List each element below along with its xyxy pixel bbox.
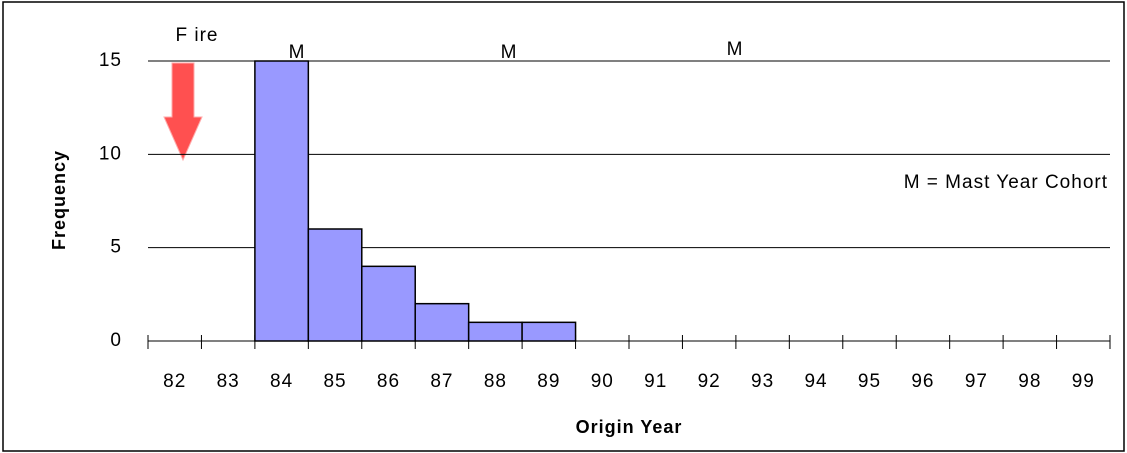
x-tick-label: 90: [591, 371, 614, 392]
x-tick-label: 83: [217, 371, 240, 392]
bar: [414, 302, 470, 342]
x-tick-label: 88: [484, 371, 507, 392]
x-tick-label: 82: [163, 371, 186, 392]
bar: [467, 321, 523, 342]
bar: [361, 265, 416, 342]
x-axis-title: Origin Year: [576, 417, 683, 437]
fire-arrow: [163, 62, 203, 162]
x-tick-label: 95: [858, 371, 881, 392]
x-tick-label: 89: [537, 371, 560, 392]
annotation: M: [501, 42, 518, 63]
y-tick-label: 15: [99, 50, 122, 71]
annotation: M: [727, 39, 744, 60]
y-axis-title: Frequency: [49, 150, 69, 250]
y-tick-label: 10: [99, 143, 122, 164]
bar: [307, 228, 363, 342]
x-tick-label: 91: [644, 371, 667, 392]
annotation: M = Mast Year Cohort: [904, 172, 1108, 193]
x-tick-label: 85: [323, 371, 346, 392]
x-tick-label: 98: [1018, 371, 1041, 392]
annotation: M: [289, 42, 306, 63]
y-tick-label: 0: [110, 330, 122, 351]
x-tick-label: 99: [1072, 371, 1095, 392]
y-tick-label: 5: [110, 237, 122, 258]
annotation: F ire: [176, 25, 219, 46]
x-tick-label: 96: [911, 371, 934, 392]
bar: [521, 321, 577, 342]
x-tick-label: 93: [751, 371, 774, 392]
bar: [254, 60, 310, 342]
x-tick-label: 94: [804, 371, 827, 392]
x-tick-label: 97: [965, 371, 988, 392]
x-tick-label: 86: [377, 371, 400, 392]
x-tick-label: 92: [698, 371, 721, 392]
x-tick-label: 87: [430, 371, 453, 392]
x-tick-label: 84: [270, 371, 293, 392]
